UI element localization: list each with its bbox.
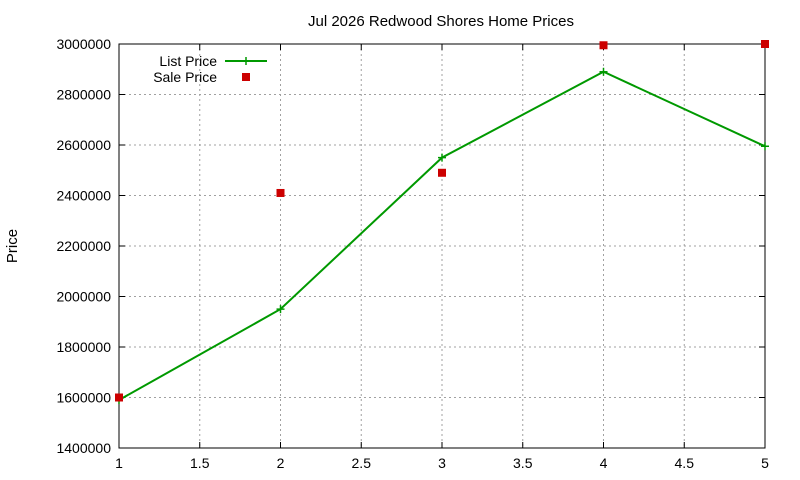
series-1 [115,67,769,405]
list-price-point [276,305,285,314]
y-tick-label: 2000000 [56,289,111,305]
list-price-point [599,67,608,76]
y-axis-label: Price [4,229,21,263]
list-price-point [438,153,446,162]
legend-plus-marker [242,57,250,65]
sale-price-point [276,188,285,197]
y-tick-label: 1400000 [56,440,111,456]
y-tick-label: 3000000 [56,36,111,52]
sale-price-point [599,41,608,50]
x-tick-label: 1 [115,455,123,471]
sale-price-point [115,393,123,402]
x-tick-label: 1.5 [190,455,210,471]
list-price-point [761,142,769,151]
legend-label: Sale Price [153,69,217,85]
y-tick-label: 2800000 [56,87,111,103]
series [115,40,769,405]
x-tick-label: 5 [761,455,769,471]
x-tick-label: 2.5 [352,455,372,471]
x-tick-label: 3 [438,455,446,471]
grid [119,44,765,448]
legend-square-marker [242,73,250,81]
x-tick-label: 2 [277,455,285,471]
plot-frame [118,43,766,449]
sale-price-point [438,168,446,177]
y-tick-label: 2600000 [56,137,111,153]
x-tick-label: 4 [600,455,608,471]
x-tick-label: 3.5 [513,455,533,471]
y-tick-label: 1600000 [56,390,111,406]
series-2 [115,40,769,402]
sale-price-point [761,40,769,48]
y-tick-label: 2200000 [56,238,111,254]
chart-title: Jul 2026 Redwood Shores Home Prices [308,13,574,30]
y-tick-label: 1800000 [56,339,111,355]
axis-ticks: 1 1.5 2 2.5 3 3.5 4 4.5 5 1400000 1600000 1800000 20… [56,36,769,471]
x-tick-label: 4.5 [675,455,695,471]
y-tick-label: 2400000 [56,188,111,204]
legend-label: List Price [159,53,217,69]
